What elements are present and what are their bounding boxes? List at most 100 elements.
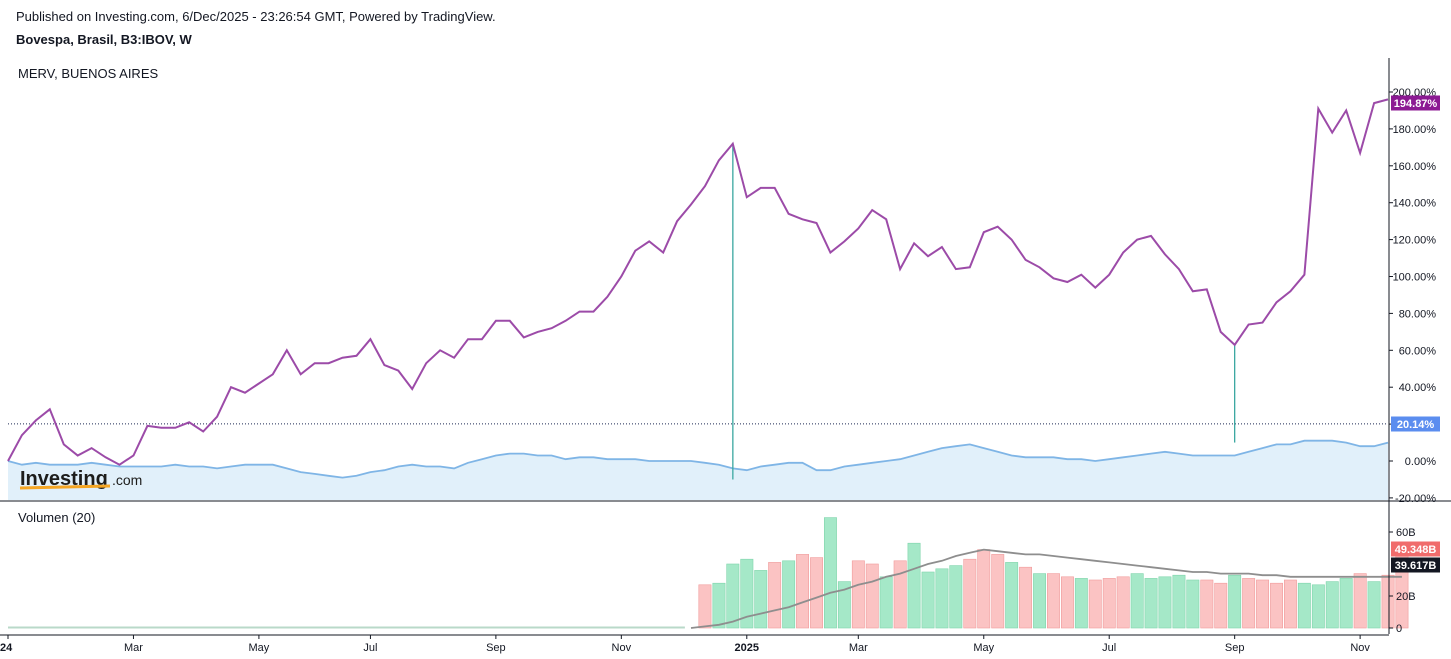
volume-bar[interactable] <box>1228 574 1242 629</box>
volume-bar[interactable] <box>810 557 824 629</box>
ibov-last-badge: 20.14% <box>1391 416 1440 432</box>
volume-bar[interactable] <box>921 571 935 629</box>
volume-bar[interactable] <box>768 562 782 629</box>
volume-bar[interactable] <box>1270 582 1284 629</box>
volume-bar[interactable] <box>963 558 977 629</box>
price-tick-label: 60.00% <box>1399 345 1437 357</box>
volume-ma-last-badge-text: 39.617B <box>1395 560 1437 572</box>
volume-tick-label: 60B <box>1396 527 1416 539</box>
time-tick-label: Sep <box>1225 642 1245 654</box>
price-tick-label: 0.00% <box>1405 456 1436 468</box>
volume-bar[interactable] <box>1284 579 1297 629</box>
volume-bar[interactable] <box>935 568 949 629</box>
time-tick-label: May <box>249 642 270 654</box>
volume-bar[interactable] <box>1088 579 1102 629</box>
volume-ma-line[interactable] <box>690 548 1402 629</box>
ibov-area <box>8 440 1388 500</box>
volume-bar[interactable] <box>1158 576 1172 629</box>
volume-last-badge-bg <box>1391 541 1440 557</box>
time-tick-label: Mar <box>849 642 868 654</box>
logo-underline <box>19 484 111 490</box>
volume-bar[interactable] <box>1074 578 1088 629</box>
volume-bar[interactable] <box>879 576 893 629</box>
volume-bar[interactable] <box>893 560 907 629</box>
volume-bar[interactable] <box>1242 578 1256 629</box>
time-tick-label: Mar <box>124 642 143 654</box>
price-pane-title: MERV, BUENOS AIRES <box>18 66 158 81</box>
volume-bar[interactable] <box>949 565 963 629</box>
volume-bar[interactable] <box>1116 576 1130 629</box>
volume-pane-title: Volumen (20) <box>18 510 95 525</box>
price-tick-label: 140.00% <box>1393 198 1437 210</box>
volume-ma-last-badge: 39.617B <box>1391 557 1440 573</box>
price-tick-label: -20.00% <box>1395 493 1436 505</box>
volume-bar[interactable] <box>1102 578 1116 629</box>
price-pane[interactable] <box>7 98 1389 500</box>
ibov-last-badge-bg <box>1391 416 1440 432</box>
merv-line[interactable] <box>7 98 1389 466</box>
price-tick-label: 120.00% <box>1393 235 1437 247</box>
volume-bar[interactable] <box>1367 581 1381 629</box>
time-tick-label: Nov <box>612 642 632 654</box>
ibov-line[interactable] <box>7 439 1389 479</box>
volume-bar[interactable] <box>907 542 921 629</box>
volume-bar[interactable] <box>1005 562 1019 629</box>
volume-tick-label: 20B <box>1396 591 1416 603</box>
volume-bar[interactable] <box>1339 578 1353 629</box>
volume-ma-last-badge-bg <box>1391 557 1440 573</box>
volume-bar[interactable] <box>1172 574 1186 629</box>
volume-bar[interactable] <box>851 560 865 629</box>
volume-bar[interactable] <box>991 554 1005 629</box>
volume-bar[interactable] <box>1381 574 1395 629</box>
price-tick-label: 80.00% <box>1399 308 1437 320</box>
volume-bar[interactable] <box>726 563 740 629</box>
volume-bar[interactable] <box>1297 582 1311 629</box>
volume-bar[interactable] <box>1130 573 1144 629</box>
published-note: Published on Investing.com, 6/Dec/2025 -… <box>16 9 496 24</box>
logo-brand: Investing <box>20 468 108 490</box>
volume-bar[interactable] <box>1214 582 1228 629</box>
volume-bar[interactable] <box>1353 573 1367 629</box>
volume-bar[interactable] <box>1256 579 1270 629</box>
price-tick-label: 180.00% <box>1393 124 1437 136</box>
volume-tick-label: 0 <box>1396 623 1402 635</box>
volume-bar[interactable] <box>1019 566 1033 629</box>
volume-bar[interactable] <box>1061 576 1074 629</box>
volume-bar[interactable] <box>1325 581 1339 629</box>
volume-bar[interactable] <box>1311 584 1325 629</box>
price-tick-label: 160.00% <box>1393 161 1437 173</box>
time-tick-label: 2025 <box>735 642 759 654</box>
volume-bar[interactable] <box>1186 579 1200 629</box>
volume-bar[interactable] <box>1200 579 1214 629</box>
volume-bar[interactable] <box>1144 578 1158 629</box>
volume-bar[interactable] <box>823 517 837 629</box>
price-tick-label: 40.00% <box>1399 382 1437 394</box>
volume-bar[interactable] <box>977 549 991 629</box>
volume-pane[interactable] <box>8 517 1409 629</box>
investing-logo: Investing .com <box>19 468 142 490</box>
volume-bar[interactable] <box>1033 573 1047 629</box>
volume-last-badge-text: 49.348B <box>1395 544 1437 556</box>
volume-bar[interactable] <box>865 563 879 629</box>
time-tick-label: May <box>973 642 994 654</box>
volume-bar[interactable] <box>1047 573 1060 629</box>
price-tick-label: 100.00% <box>1393 272 1437 284</box>
ibov-last-badge-text: 20.14% <box>1397 419 1435 431</box>
logo-suffix: .com <box>112 472 142 488</box>
volume-bar[interactable] <box>837 581 851 629</box>
time-tick-label: Sep <box>486 642 506 654</box>
time-tick-label: 24 <box>0 642 13 654</box>
time-tick-label: Jul <box>1102 642 1116 654</box>
volume-bar[interactable] <box>712 582 726 629</box>
symbol-title: Bovespa, Brasil, B3:IBOV, W <box>16 32 192 47</box>
volume-bar[interactable] <box>782 560 796 629</box>
merv-last-badge: 194.87% <box>1391 95 1440 111</box>
time-tick-label: Jul <box>363 642 377 654</box>
volume-last-badge: 49.348B <box>1391 541 1440 557</box>
volume-bar[interactable] <box>754 570 768 629</box>
volume-bar[interactable] <box>740 558 754 629</box>
volume-bar[interactable] <box>698 584 712 629</box>
volume-bar[interactable] <box>796 554 810 629</box>
merv-last-badge-bg <box>1391 95 1440 111</box>
